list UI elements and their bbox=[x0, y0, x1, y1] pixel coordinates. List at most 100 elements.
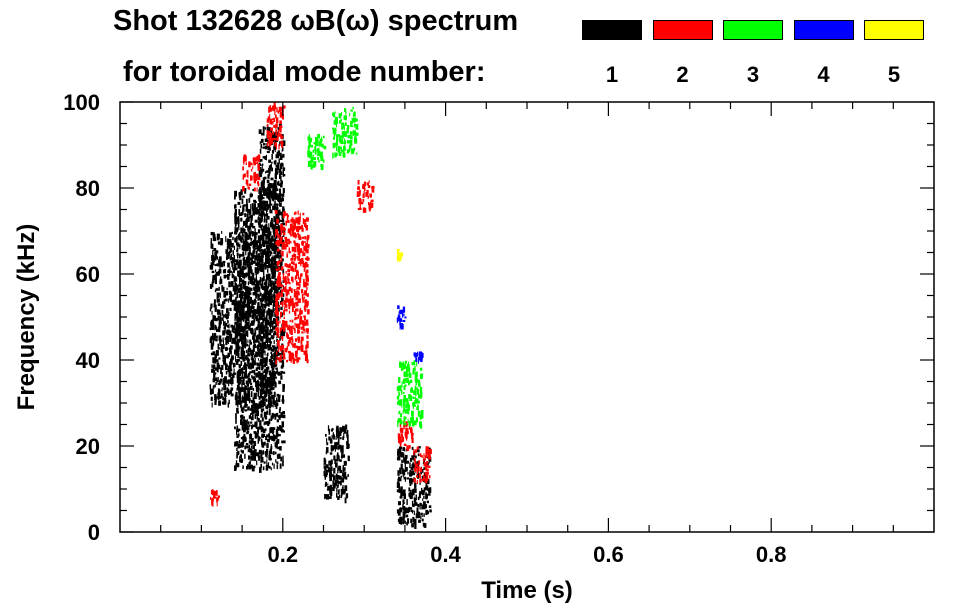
spectrum-mark bbox=[261, 211, 263, 217]
spectrum-mark bbox=[260, 216, 263, 222]
spectrum-mark bbox=[236, 325, 239, 329]
spectrum-mark bbox=[227, 251, 230, 257]
spectrum-mark bbox=[282, 247, 285, 250]
spectrum-mark bbox=[269, 374, 273, 378]
spectrum-mark bbox=[264, 188, 268, 193]
spectrum-mark bbox=[248, 328, 251, 331]
spectrum-mark bbox=[292, 358, 294, 362]
spectrum-mark bbox=[276, 138, 278, 141]
y-tick-label: 0 bbox=[88, 520, 100, 545]
spectrum-mark bbox=[259, 346, 263, 352]
legend-swatch-mode-2 bbox=[652, 20, 713, 40]
spectrum-mark bbox=[272, 305, 274, 311]
spectrum-mark bbox=[218, 326, 221, 333]
spectrum-mark bbox=[244, 156, 247, 162]
spectrum-mark bbox=[274, 278, 277, 281]
spectrum-mark bbox=[269, 342, 272, 347]
spectrum-mark bbox=[403, 416, 406, 423]
spectrum-mark bbox=[254, 313, 256, 317]
spectrum-mark bbox=[254, 362, 257, 366]
spectrum-mark bbox=[264, 415, 268, 420]
spectrum-mark bbox=[248, 374, 250, 378]
spectrum-mark bbox=[214, 307, 217, 312]
spectrum-mark bbox=[282, 395, 284, 401]
spectrum-mark bbox=[265, 339, 268, 342]
spectrum-mark bbox=[259, 202, 261, 206]
spectrum-mark bbox=[408, 506, 411, 512]
spectrum-mark bbox=[241, 279, 245, 284]
spectrum-mark bbox=[262, 377, 264, 384]
spectrum-mark bbox=[325, 481, 328, 486]
spectrum-mark bbox=[275, 143, 277, 150]
spectrum-mark bbox=[318, 141, 322, 147]
spectrum-mark bbox=[261, 395, 264, 400]
spectrum-mark bbox=[245, 263, 247, 270]
spectrum-mark bbox=[228, 399, 230, 404]
spectrum-mark bbox=[297, 337, 300, 343]
spectrum-mark bbox=[226, 354, 229, 359]
spectrum-mark bbox=[242, 419, 246, 422]
spectrum-mark bbox=[255, 367, 258, 371]
spectrum-mark bbox=[241, 306, 245, 309]
spectrum-mark bbox=[295, 217, 299, 224]
spectrum-mark bbox=[279, 107, 281, 110]
mode-5-region bbox=[396, 248, 404, 262]
spectrum-mark bbox=[215, 377, 218, 381]
spectrum-mark bbox=[337, 445, 340, 450]
spectrum-mark bbox=[243, 267, 247, 270]
spectrum-mark bbox=[260, 302, 263, 306]
spectrum-mark bbox=[271, 374, 274, 380]
spectrum-mark bbox=[251, 328, 254, 335]
spectrum-mark bbox=[268, 382, 270, 388]
spectrum-mark bbox=[398, 436, 402, 442]
spectrum-mark bbox=[420, 515, 422, 519]
spectrum-mark bbox=[408, 380, 411, 385]
spectrum-mark bbox=[291, 306, 294, 313]
spectrum-mark bbox=[267, 377, 271, 381]
spectrum-mark bbox=[261, 298, 264, 303]
spectrum-mark bbox=[423, 476, 426, 480]
spectrum-mark bbox=[337, 437, 340, 443]
spectrum-mark bbox=[271, 265, 274, 269]
spectrum-mark bbox=[235, 463, 237, 469]
spectrum-mark bbox=[215, 269, 217, 272]
spectrum-mark bbox=[323, 462, 325, 469]
spectrum-mark bbox=[265, 367, 269, 373]
spectrum-mark bbox=[313, 161, 317, 167]
spectrum-mark bbox=[257, 294, 260, 297]
spectrum-mark bbox=[279, 453, 281, 459]
spectrum-mark bbox=[277, 127, 281, 131]
mode-4-region bbox=[396, 305, 407, 330]
spectrum-mark bbox=[342, 472, 344, 477]
spectrum-mark bbox=[296, 286, 299, 289]
spectrum-mark bbox=[264, 341, 266, 347]
spectrum-mark bbox=[234, 292, 236, 295]
spectrum-mark bbox=[266, 410, 269, 415]
spectrum-mark bbox=[403, 385, 406, 390]
spectrum-mark bbox=[281, 297, 284, 302]
y-tick-label: 40 bbox=[76, 348, 100, 373]
spectrum-mark bbox=[335, 134, 339, 138]
spectrum-mark bbox=[216, 263, 219, 266]
spectrum-mark bbox=[269, 403, 273, 407]
spectrum-mark bbox=[263, 398, 266, 402]
spectrum-mark bbox=[247, 449, 251, 453]
spectrum-mark bbox=[250, 175, 252, 181]
spectrum-mark bbox=[341, 111, 343, 117]
spectrum-mark bbox=[333, 122, 337, 125]
spectrum-mark bbox=[283, 300, 287, 306]
spectrum-mark bbox=[212, 340, 215, 345]
spectrum-mark bbox=[407, 418, 409, 423]
spectrum-mark bbox=[248, 440, 252, 444]
spectrum-mark bbox=[246, 419, 248, 422]
spectrum-mark bbox=[231, 271, 233, 277]
spectrum-mark bbox=[237, 450, 240, 455]
spectrum-mark bbox=[221, 301, 224, 306]
spectrum-mark bbox=[283, 211, 286, 217]
spectrum-mark bbox=[306, 246, 310, 249]
spectrum-mark bbox=[249, 270, 251, 276]
spectrum-mark bbox=[402, 319, 406, 322]
spectrum-mark bbox=[314, 145, 317, 151]
spectrum-mark bbox=[246, 445, 249, 449]
